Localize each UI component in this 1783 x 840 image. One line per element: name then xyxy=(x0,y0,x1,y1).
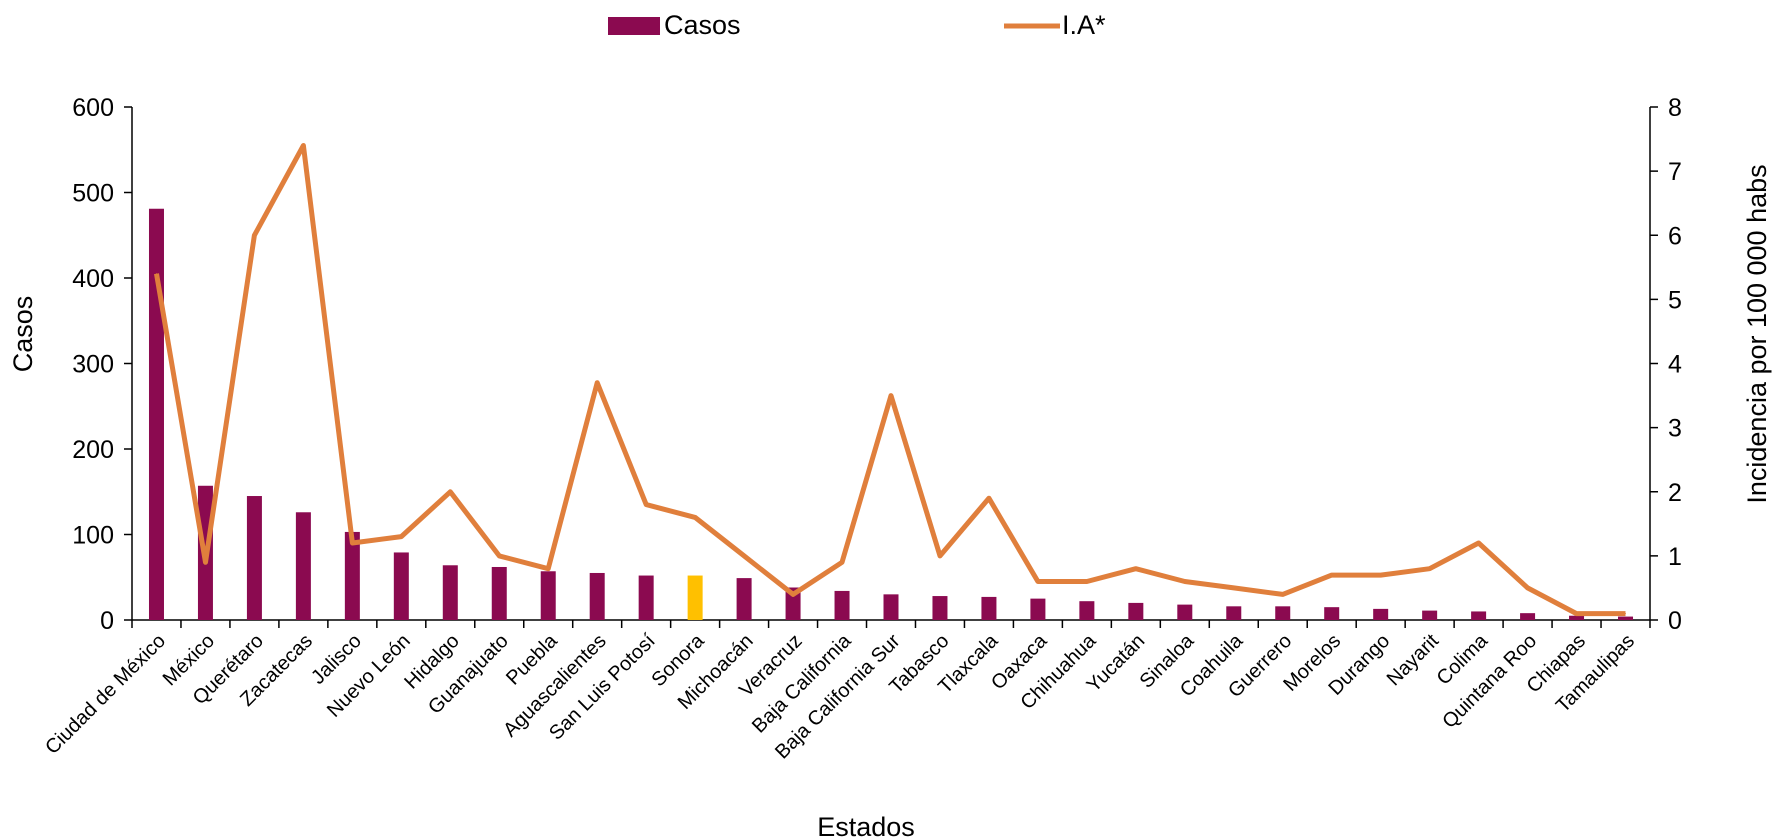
bar xyxy=(785,587,801,620)
line-point xyxy=(204,561,206,563)
y-tick-label-left: 200 xyxy=(72,436,114,464)
legend-label-casos: Casos xyxy=(664,10,741,40)
bar xyxy=(1520,613,1536,620)
line-point xyxy=(449,491,451,493)
bar xyxy=(1324,607,1340,620)
bar xyxy=(491,566,507,620)
line-point xyxy=(1478,542,1480,544)
y-tick-label-left: 400 xyxy=(72,265,114,293)
y-tick-label-right: 3 xyxy=(1668,415,1682,443)
line-point xyxy=(1331,574,1333,576)
y-axis-title-left: Casos xyxy=(8,296,38,373)
y-tick-label-right: 4 xyxy=(1668,351,1682,379)
bar xyxy=(246,496,262,620)
line-point xyxy=(1429,568,1431,570)
bar xyxy=(148,208,164,620)
line-point xyxy=(1380,574,1382,576)
bar xyxy=(1030,598,1046,620)
bar xyxy=(295,512,311,620)
line-point xyxy=(302,144,304,146)
line-point xyxy=(498,555,500,557)
y-tick-label-right: 5 xyxy=(1668,286,1682,314)
line-point xyxy=(792,593,794,595)
y-tick-label-right: 6 xyxy=(1668,222,1682,250)
line-point xyxy=(1184,581,1186,583)
y-tick-label-left: 500 xyxy=(72,180,114,208)
bar xyxy=(981,596,997,620)
bar xyxy=(1569,615,1585,620)
x-axis-title: Estados xyxy=(817,812,915,840)
y-tick-label-left: 300 xyxy=(72,351,114,379)
bar xyxy=(1471,611,1487,620)
line-point xyxy=(694,516,696,518)
line-point xyxy=(743,555,745,557)
line-point xyxy=(645,504,647,506)
line-point xyxy=(351,542,353,544)
legend: Casos I.A* xyxy=(608,10,1106,40)
bar xyxy=(1079,601,1095,620)
y-tick-label-left: 100 xyxy=(72,522,114,550)
x-tick-label: Nayarit xyxy=(1383,630,1444,691)
y-tick-label-left: 600 xyxy=(72,94,114,122)
x-tick-label: Ciudad de México xyxy=(41,630,170,759)
y-tick-label-right: 2 xyxy=(1668,479,1682,507)
line-point xyxy=(253,234,255,236)
bar xyxy=(1275,606,1291,620)
line-point xyxy=(1086,581,1088,583)
line-point xyxy=(988,497,990,499)
line-point xyxy=(1527,587,1529,589)
line-point xyxy=(400,536,402,538)
bar xyxy=(540,571,556,620)
line-point xyxy=(596,382,598,384)
bar xyxy=(442,565,458,620)
bar xyxy=(1373,608,1389,620)
y-tick-label-right: 7 xyxy=(1668,158,1682,186)
bar xyxy=(1128,602,1144,620)
bar xyxy=(1618,616,1634,620)
line-point xyxy=(547,568,549,570)
line-point xyxy=(890,395,892,397)
y-tick-label-left: 0 xyxy=(100,607,114,635)
bar xyxy=(932,596,948,620)
bar xyxy=(393,552,409,620)
bar xyxy=(687,575,703,620)
bar xyxy=(736,578,752,620)
bar xyxy=(834,590,850,620)
line-point xyxy=(1576,613,1578,615)
axes: 0 100 200 300 400 500 600 0 1 2 3 4 5 6 7 8 xyxy=(72,94,1682,635)
line-point xyxy=(1233,587,1235,589)
line-point xyxy=(1135,568,1137,570)
line-point xyxy=(841,561,843,563)
line-series-ia xyxy=(154,143,1627,617)
line-point xyxy=(1625,613,1627,615)
y-axis-title-right: Incidencia por 100 000 habs xyxy=(1742,164,1772,503)
line-point xyxy=(939,555,941,557)
bar xyxy=(589,572,605,620)
line-point xyxy=(155,273,157,275)
y-tick-label-right: 0 xyxy=(1668,607,1682,635)
bar xyxy=(1422,610,1438,620)
line-point xyxy=(1282,593,1284,595)
bar xyxy=(638,575,654,620)
line-point xyxy=(1037,581,1039,583)
bar xyxy=(883,594,899,620)
bar xyxy=(1177,604,1193,620)
y-tick-label-right: 8 xyxy=(1668,94,1682,122)
bar-series-casos xyxy=(148,208,1634,620)
x-tick-labels: Ciudad de MéxicoMéxicoQuerétaroZacatecas… xyxy=(41,629,1639,763)
line-path-ia xyxy=(154,143,1626,617)
y-tick-label-right: 1 xyxy=(1668,543,1682,571)
bar xyxy=(1226,606,1242,620)
bar xyxy=(344,531,360,620)
legend-label-ia: I.A* xyxy=(1062,10,1106,40)
legend-swatch-casos xyxy=(608,17,660,35)
